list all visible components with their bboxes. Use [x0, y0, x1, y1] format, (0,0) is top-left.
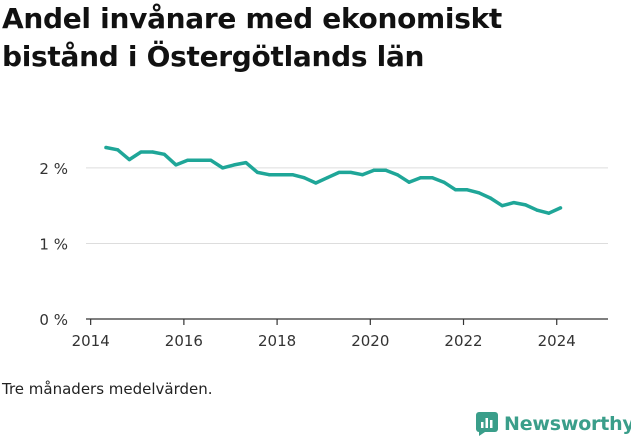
data-point — [419, 176, 423, 180]
data-point — [116, 148, 120, 152]
y-tick-label: 0 % — [39, 311, 68, 329]
line-chart: 0 % 1 % 2 % 2014 2016 2018 2020 2022 2024 — [39, 145, 608, 350]
data-point — [477, 191, 481, 195]
x-tick-label: 2022 — [444, 332, 482, 350]
data-point — [430, 176, 434, 180]
data-point — [535, 208, 539, 212]
data-point — [547, 211, 551, 215]
data-point — [186, 158, 190, 162]
data-point — [267, 173, 271, 177]
data-point — [500, 204, 504, 208]
data-point — [384, 168, 388, 172]
data-point — [174, 163, 178, 167]
data-point — [232, 163, 236, 167]
data-point — [139, 150, 143, 154]
y-axis-tick-labels: 0 % 1 % 2 % — [39, 160, 68, 329]
data-point — [465, 188, 469, 192]
data-point — [220, 166, 225, 170]
data-point — [244, 161, 248, 165]
brand-name: Newsworthy — [504, 413, 631, 435]
data-point — [279, 173, 283, 177]
data-point — [325, 176, 330, 180]
data-point — [558, 206, 563, 210]
data-point — [372, 168, 376, 172]
chart-title: Andel invånare med ekonomiskt bistånd i … — [2, 2, 503, 73]
grid-lines — [86, 167, 608, 244]
x-axis: 2014 2016 2018 2020 2022 2024 — [72, 318, 608, 350]
data-point — [337, 170, 341, 175]
y-tick-label: 1 % — [39, 235, 68, 253]
newsworthy-logo[interactable]: Newsworthy — [476, 408, 631, 440]
data-point — [360, 173, 364, 177]
x-tick-label: 2018 — [258, 332, 296, 350]
x-tick-label: 2024 — [538, 332, 576, 350]
x-tick-label: 2014 — [72, 332, 110, 350]
bar-chart-logo-icon — [476, 412, 498, 436]
data-point — [407, 180, 411, 184]
data-point — [314, 181, 318, 185]
data-point — [255, 170, 260, 175]
x-tick-label: 2020 — [351, 332, 389, 350]
data-point — [512, 201, 516, 205]
data-point — [488, 196, 493, 200]
x-tick-label: 2016 — [165, 332, 203, 350]
data-point — [395, 173, 399, 177]
data-point — [162, 152, 166, 156]
data-point — [127, 157, 131, 162]
series-line — [104, 145, 563, 215]
data-point — [197, 158, 201, 162]
data-point — [151, 150, 155, 154]
data-point — [453, 188, 458, 192]
data-point — [290, 173, 295, 177]
data-point — [349, 170, 353, 175]
data-point — [442, 180, 446, 184]
y-tick-label: 2 % — [39, 160, 68, 178]
data-point — [104, 145, 108, 150]
chart-note: Tre månaders medelvärden. — [2, 380, 213, 398]
data-point — [523, 203, 528, 207]
data-point — [302, 176, 306, 180]
series-layer — [104, 145, 563, 215]
data-point — [209, 158, 213, 162]
